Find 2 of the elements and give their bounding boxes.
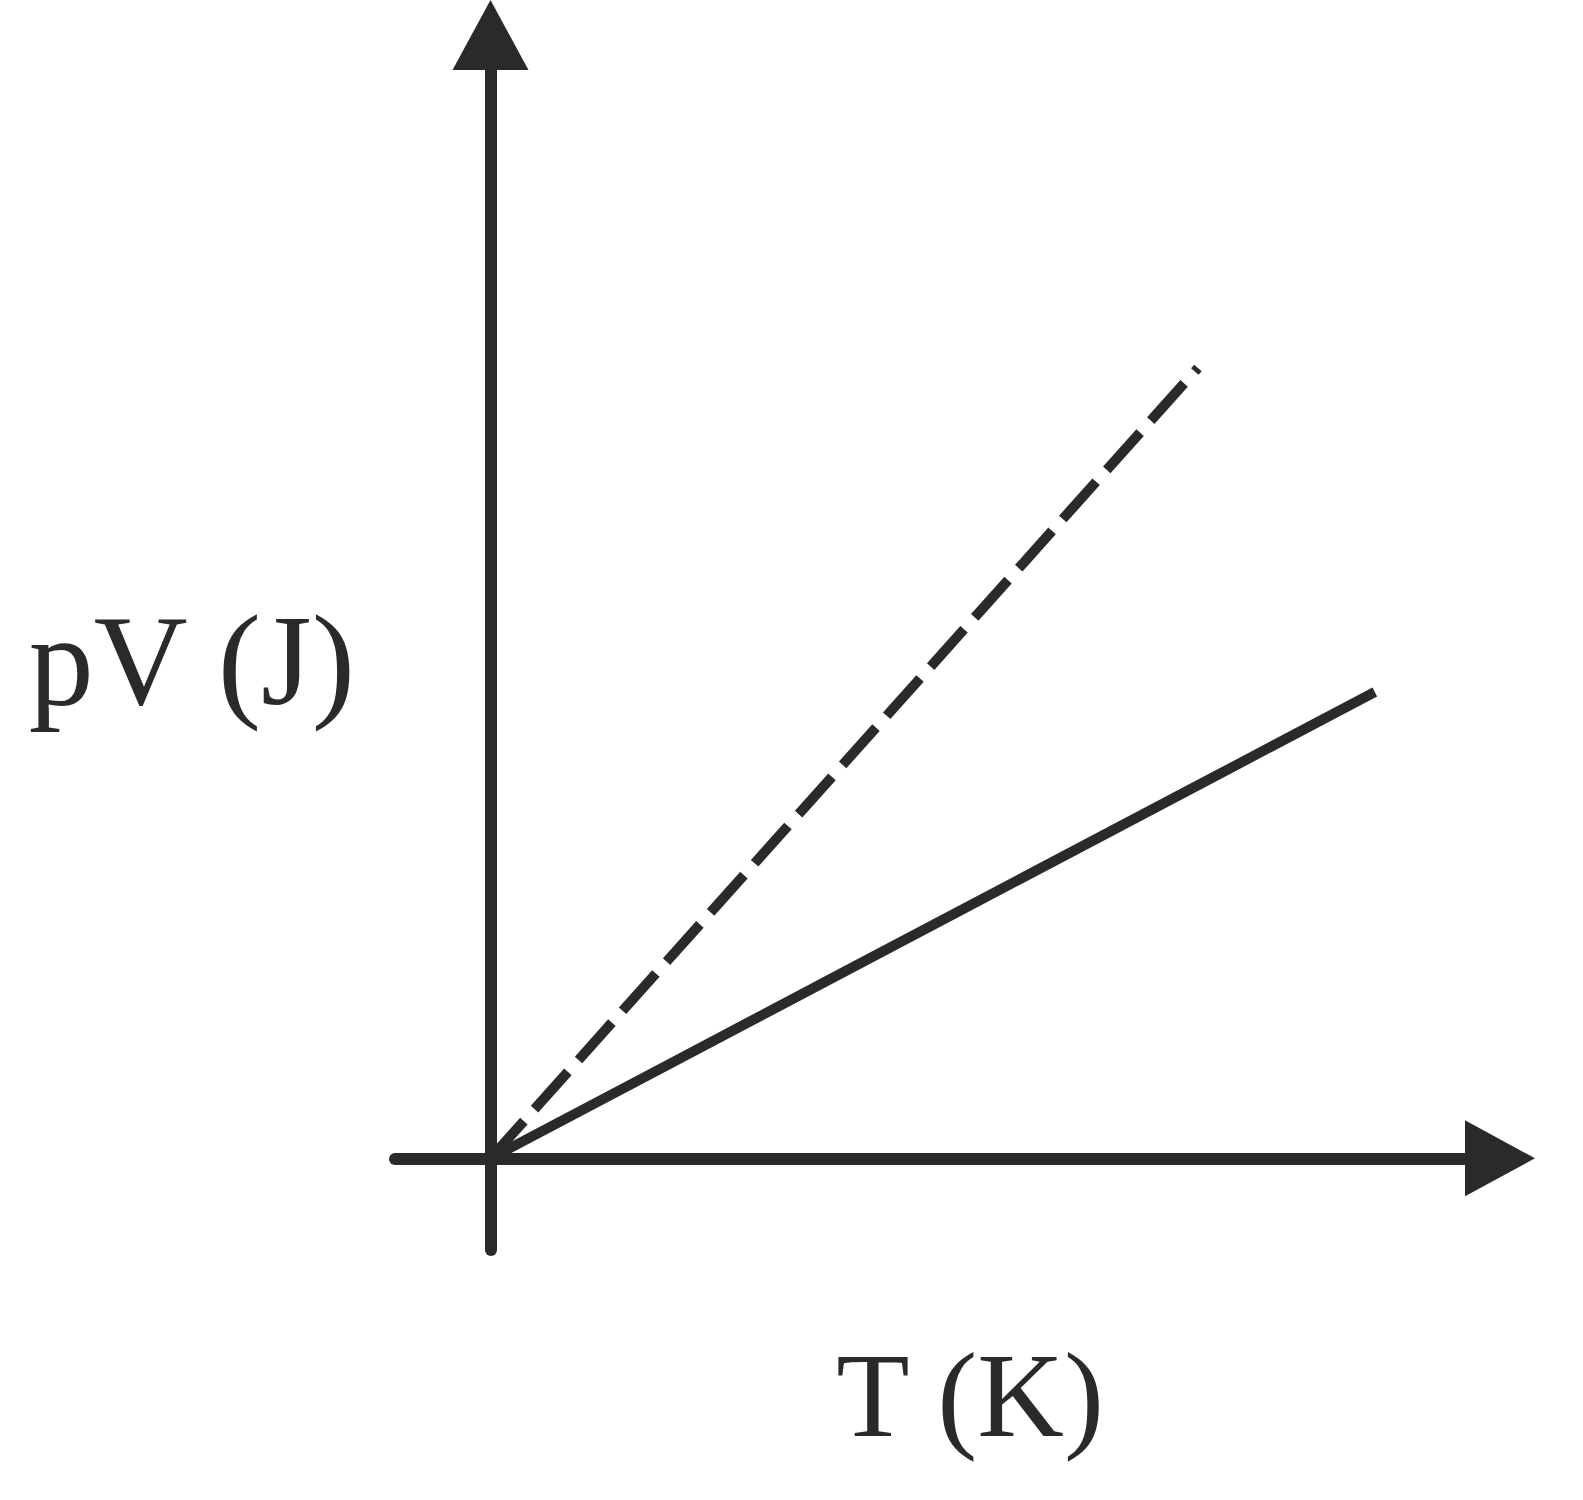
- x-axis-title: T (K): [836, 1328, 1104, 1462]
- y-axis-title: pV (J): [28, 588, 355, 732]
